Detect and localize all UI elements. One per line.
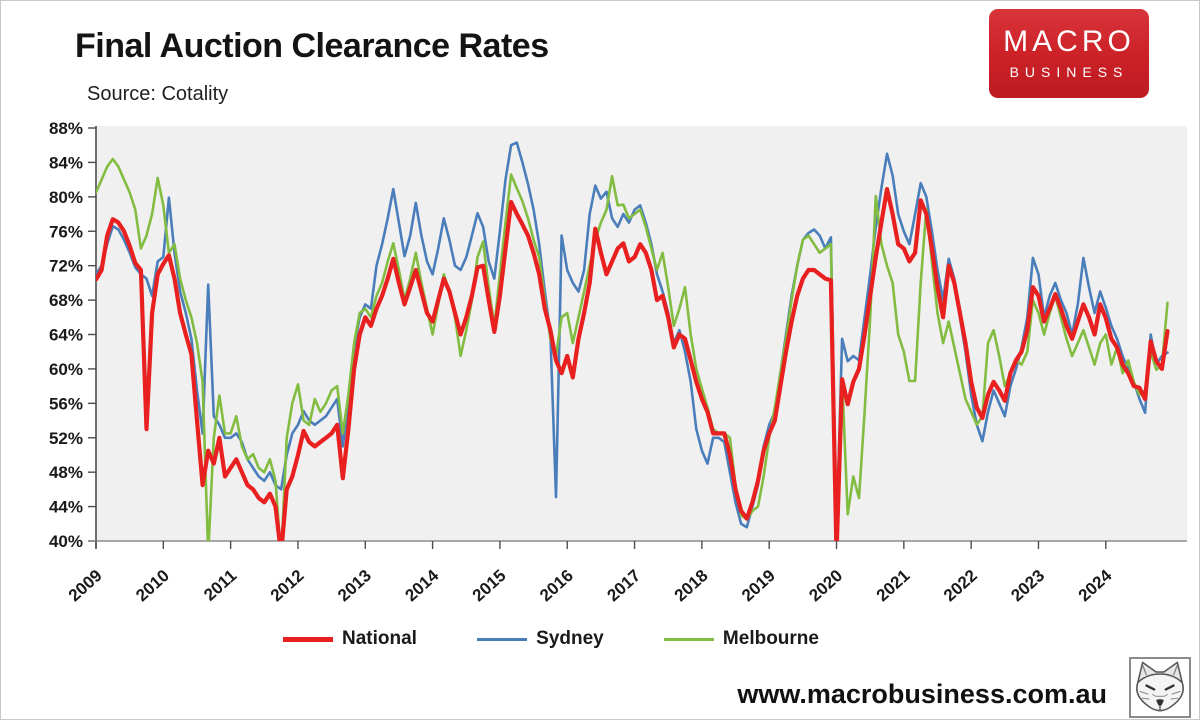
svg-text:2009: 2009 (65, 566, 106, 605)
svg-text:2011: 2011 (200, 566, 240, 605)
legend-label-national: National (342, 628, 417, 649)
website-url: www.macrobusiness.com.au (737, 679, 1107, 709)
legend-item-national: National (283, 628, 417, 650)
legend-label-sydney: Sydney (536, 628, 604, 649)
legend-item-melbourne: Melbourne (663, 628, 819, 650)
fox-head-icon (1136, 661, 1184, 712)
legend-item-sydney: Sydney (477, 628, 604, 650)
national-line-swatch (283, 636, 333, 642)
svg-text:52%: 52% (49, 429, 83, 448)
fox-logo (1129, 657, 1191, 718)
svg-text:2021: 2021 (873, 566, 914, 605)
svg-text:80%: 80% (49, 188, 83, 207)
svg-text:2012: 2012 (267, 566, 308, 605)
svg-text:2014: 2014 (401, 565, 442, 605)
chart-legend: National Sydney Melbourne (283, 625, 819, 653)
svg-text:72%: 72% (49, 257, 83, 276)
svg-text:2013: 2013 (334, 566, 375, 605)
source-label: Source: Cotality (87, 83, 229, 105)
svg-text:2010: 2010 (132, 566, 173, 605)
svg-text:2015: 2015 (469, 566, 510, 605)
svg-text:68%: 68% (49, 291, 83, 310)
logo-text-macro: MACRO (1003, 25, 1135, 58)
logo-text-business: BUSINESS (1009, 64, 1129, 80)
svg-text:48%: 48% (49, 463, 83, 482)
svg-text:40%: 40% (49, 532, 83, 551)
svg-text:2018: 2018 (671, 566, 712, 605)
svg-text:88%: 88% (49, 119, 83, 138)
page-title: Final Auction Clearance Rates (75, 27, 549, 65)
svg-text:76%: 76% (49, 222, 83, 241)
sydney-line-swatch (477, 637, 528, 641)
svg-text:2024: 2024 (1075, 565, 1116, 605)
svg-text:2016: 2016 (536, 566, 577, 605)
svg-text:60%: 60% (49, 360, 83, 379)
svg-text:2017: 2017 (603, 566, 644, 605)
legend-label-melbourne: Melbourne (722, 628, 819, 649)
svg-text:2019: 2019 (738, 566, 779, 605)
svg-text:84%: 84% (49, 153, 83, 172)
melbourne-line-swatch (663, 637, 714, 641)
svg-text:2023: 2023 (1007, 566, 1048, 605)
svg-text:44%: 44% (49, 498, 83, 517)
svg-text:56%: 56% (49, 394, 83, 413)
svg-text:64%: 64% (49, 326, 83, 345)
macrobusiness-logo: MACRO BUSINESS (989, 9, 1149, 98)
svg-text:2020: 2020 (805, 566, 846, 605)
svg-text:2022: 2022 (940, 566, 981, 605)
